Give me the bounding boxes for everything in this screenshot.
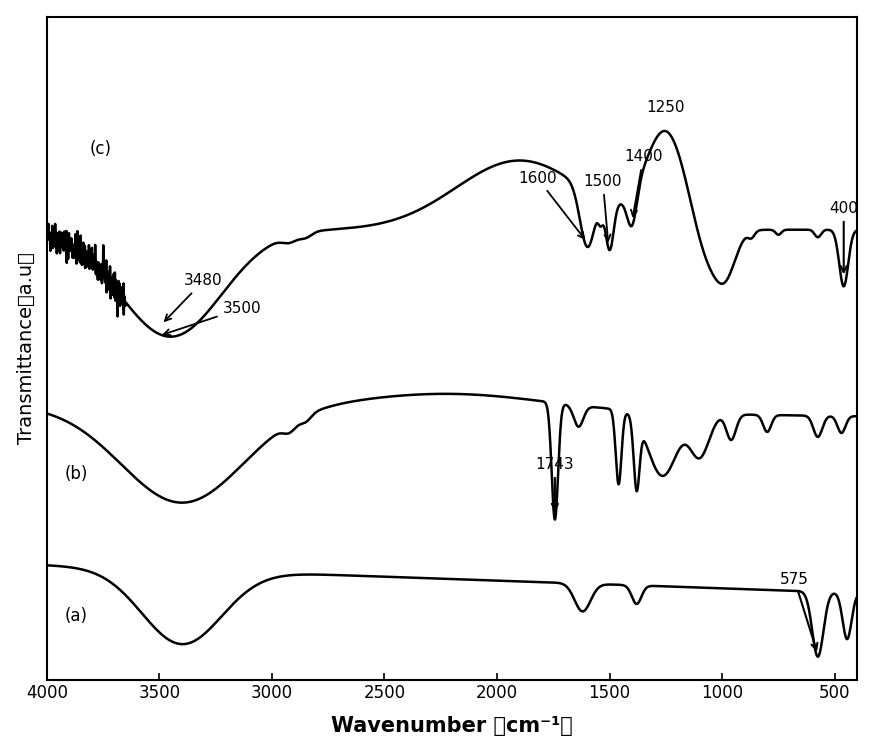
Text: 1400: 1400: [624, 150, 663, 216]
X-axis label: Wavenumber （cm⁻¹）: Wavenumber （cm⁻¹）: [332, 716, 573, 736]
Text: (b): (b): [64, 465, 88, 483]
Text: 1743: 1743: [536, 457, 574, 510]
Text: 3480: 3480: [165, 273, 223, 321]
Text: 575: 575: [780, 572, 817, 650]
Y-axis label: Transmittance（a.u）: Transmittance（a.u）: [17, 252, 36, 444]
Text: (c): (c): [89, 140, 111, 158]
Text: 400: 400: [830, 201, 859, 272]
Text: (a): (a): [65, 607, 88, 624]
Text: 3500: 3500: [164, 301, 261, 335]
Text: 1250: 1250: [646, 100, 685, 115]
Text: 1600: 1600: [518, 171, 584, 239]
Text: 1500: 1500: [583, 174, 622, 241]
